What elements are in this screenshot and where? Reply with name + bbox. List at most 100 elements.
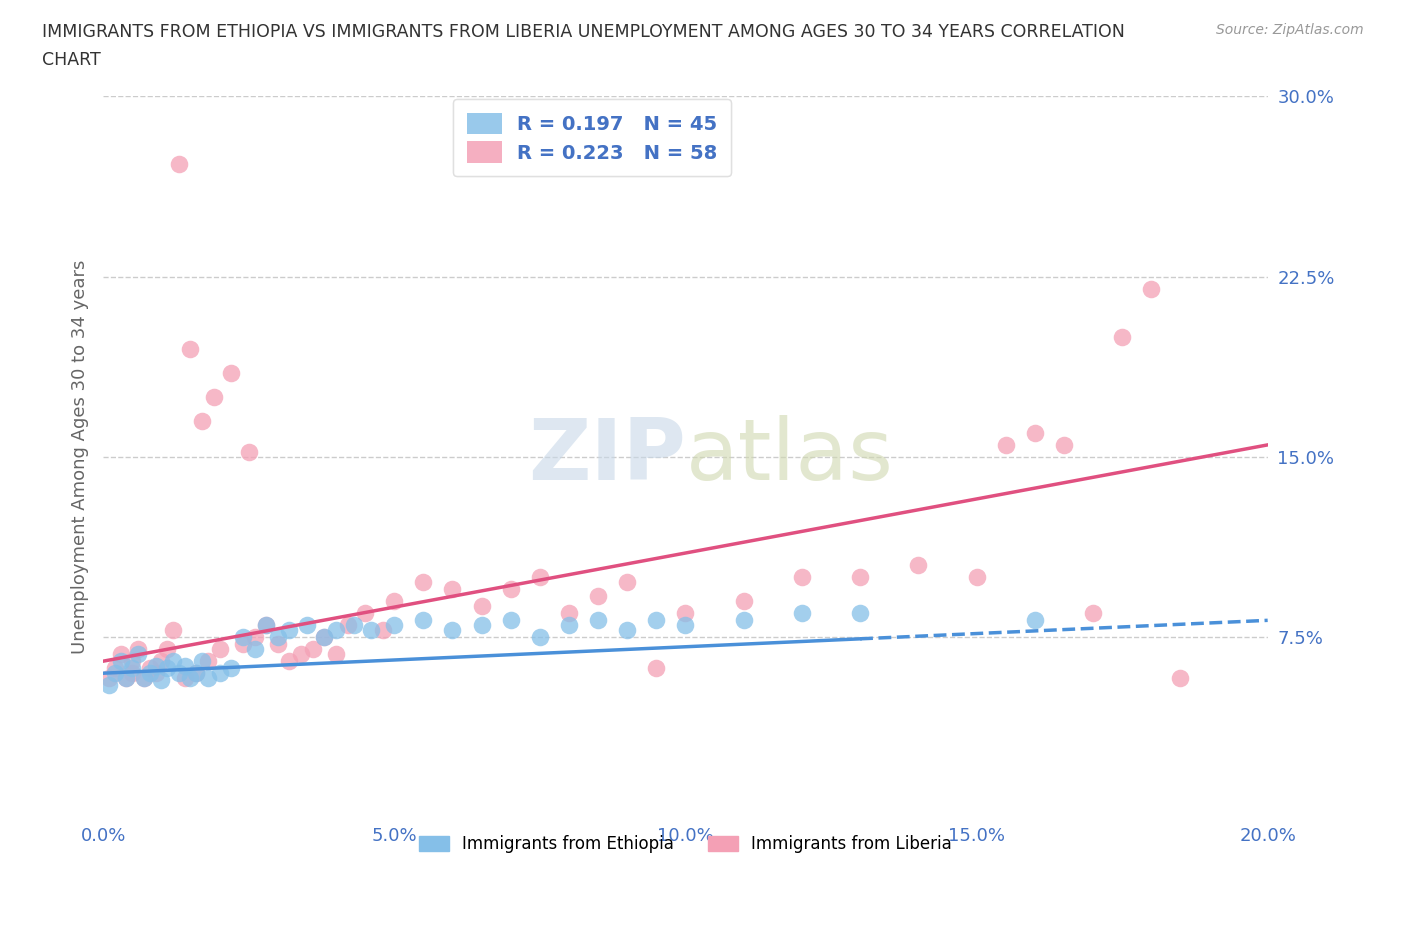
Text: Source: ZipAtlas.com: Source: ZipAtlas.com: [1216, 23, 1364, 37]
Point: [586, 613, 609, 628]
Point: [336, 618, 359, 632]
Point: [202, 390, 225, 405]
Point: [179, 671, 201, 685]
Point: [301, 642, 323, 657]
Point: [208, 642, 231, 657]
Point: [232, 630, 254, 644]
Point: [278, 622, 301, 637]
Point: [645, 613, 668, 628]
Point: [267, 630, 290, 644]
Point: [1081, 605, 1104, 620]
Point: [191, 654, 214, 669]
Point: [849, 570, 872, 585]
Point: [121, 666, 143, 681]
Point: [994, 437, 1017, 452]
Point: [138, 661, 160, 676]
Point: [645, 661, 668, 676]
Point: [186, 666, 208, 681]
Point: [97, 678, 120, 693]
Y-axis label: Unemployment Among Ages 30 to 34 years: Unemployment Among Ages 30 to 34 years: [72, 259, 89, 654]
Point: [197, 671, 219, 685]
Point: [115, 671, 138, 685]
Text: IMMIGRANTS FROM ETHIOPIA VS IMMIGRANTS FROM LIBERIA UNEMPLOYMENT AMONG AGES 30 T: IMMIGRANTS FROM ETHIOPIA VS IMMIGRANTS F…: [42, 23, 1125, 41]
Point: [371, 622, 394, 637]
Point: [243, 642, 266, 657]
Point: [186, 666, 208, 681]
Point: [907, 558, 929, 573]
Point: [1168, 671, 1191, 685]
Point: [145, 666, 167, 681]
Point: [97, 671, 120, 685]
Point: [529, 570, 551, 585]
Point: [1024, 425, 1046, 440]
Point: [733, 613, 755, 628]
Point: [208, 666, 231, 681]
Point: [314, 630, 336, 644]
Point: [849, 605, 872, 620]
Point: [278, 654, 301, 669]
Point: [254, 618, 277, 632]
Point: [360, 622, 382, 637]
Point: [197, 654, 219, 669]
Point: [121, 654, 143, 669]
Point: [121, 661, 143, 676]
Point: [673, 618, 696, 632]
Point: [191, 414, 214, 429]
Point: [1111, 329, 1133, 344]
Point: [150, 654, 173, 669]
Point: [173, 658, 195, 673]
Text: ZIP: ZIP: [527, 416, 685, 498]
Point: [325, 646, 347, 661]
Point: [471, 618, 494, 632]
Point: [342, 618, 364, 632]
Text: atlas: atlas: [685, 416, 893, 498]
Point: [145, 658, 167, 673]
Point: [110, 654, 132, 669]
Point: [156, 661, 179, 676]
Point: [243, 630, 266, 644]
Point: [616, 575, 638, 590]
Point: [104, 661, 127, 676]
Point: [267, 637, 290, 652]
Point: [471, 599, 494, 614]
Point: [219, 365, 242, 380]
Point: [441, 622, 464, 637]
Point: [529, 630, 551, 644]
Point: [586, 589, 609, 604]
Point: [167, 156, 190, 171]
Point: [499, 613, 522, 628]
Point: [325, 622, 347, 637]
Point: [1053, 437, 1076, 452]
Point: [232, 637, 254, 652]
Point: [790, 570, 813, 585]
Point: [412, 613, 434, 628]
Point: [1024, 613, 1046, 628]
Point: [290, 646, 312, 661]
Point: [104, 666, 127, 681]
Point: [673, 605, 696, 620]
Text: CHART: CHART: [42, 51, 101, 69]
Point: [167, 666, 190, 681]
Point: [110, 646, 132, 661]
Point: [441, 581, 464, 596]
Point: [162, 622, 184, 637]
Point: [558, 618, 581, 632]
Legend: Immigrants from Ethiopia, Immigrants from Liberia: Immigrants from Ethiopia, Immigrants fro…: [412, 829, 959, 859]
Point: [790, 605, 813, 620]
Point: [156, 642, 179, 657]
Point: [127, 646, 149, 661]
Point: [558, 605, 581, 620]
Point: [115, 671, 138, 685]
Point: [295, 618, 318, 632]
Point: [616, 622, 638, 637]
Point: [150, 673, 173, 688]
Point: [138, 666, 160, 681]
Point: [254, 618, 277, 632]
Point: [382, 593, 405, 608]
Point: [132, 671, 155, 685]
Point: [412, 575, 434, 590]
Point: [179, 341, 201, 356]
Point: [966, 570, 988, 585]
Point: [127, 642, 149, 657]
Point: [173, 671, 195, 685]
